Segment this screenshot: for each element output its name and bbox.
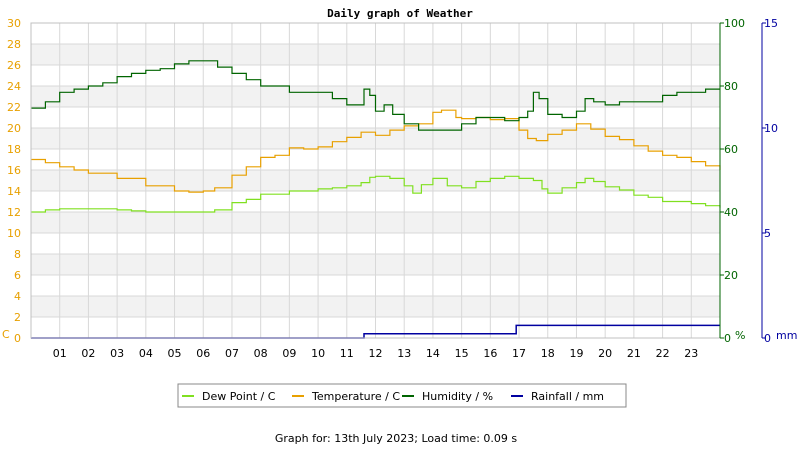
footer-text: Graph for: 13th July 2023; Load time: 0.…	[275, 432, 518, 445]
x-tick-label: 16	[483, 347, 497, 360]
x-tick-label: 21	[627, 347, 641, 360]
legend-label: Dew Point / C	[202, 390, 276, 403]
rain-tick-label: 0	[764, 332, 771, 345]
x-tick-label: 01	[53, 347, 67, 360]
x-tick-label: 13	[397, 347, 411, 360]
x-tick-label: 10	[311, 347, 325, 360]
left-tick-label: 24	[7, 80, 21, 93]
x-tick-label: 12	[369, 347, 383, 360]
left-tick-label: 6	[14, 269, 21, 282]
series-line-dew	[31, 175, 721, 213]
left-tick-label: 28	[7, 38, 21, 51]
left-tick-label: 22	[7, 101, 21, 114]
legend-label: Humidity / %	[422, 390, 493, 403]
left-tick-label: 30	[7, 17, 21, 30]
x-tick-label: 09	[282, 347, 296, 360]
rain-tick-label: 15	[764, 17, 778, 30]
x-tick-label: 04	[139, 347, 153, 360]
x-tick-label: 07	[225, 347, 239, 360]
legend-label: Temperature / C	[311, 390, 400, 403]
legend: Dew Point / C Temperature / C Humidity / %…	[177, 383, 627, 408]
x-tick-label: 05	[168, 347, 182, 360]
right-tick-label: 100	[724, 17, 745, 30]
left-tick-label: 16	[7, 164, 21, 177]
x-tick-label: 18	[541, 347, 555, 360]
x-tick-label: 08	[254, 347, 268, 360]
rain-axis-unit: mm	[776, 329, 797, 342]
right-tick-label: 0	[724, 332, 731, 345]
chart-title: Daily graph of Weather	[327, 7, 473, 20]
x-tick-label: 20	[598, 347, 612, 360]
axes: 01 02 03 04 05 06 07 08 09 10 11 12 13 14 15 16 17 18 19 20…	[2, 17, 797, 360]
x-tick-label: 06	[196, 347, 210, 360]
rain-tick-label: 5	[764, 227, 771, 240]
x-tick-label: 15	[455, 347, 469, 360]
left-tick-label: 20	[7, 122, 21, 135]
right-tick-label: 80	[724, 80, 738, 93]
x-tick-label: 14	[426, 347, 440, 360]
right-tick-label: 60	[724, 143, 738, 156]
x-tick-label: 11	[340, 347, 354, 360]
left-tick-label: 14	[7, 185, 21, 198]
x-tick-label: 19	[569, 347, 583, 360]
left-tick-label: 8	[14, 248, 21, 261]
left-tick-label: 10	[7, 227, 21, 240]
left-tick-label: 18	[7, 143, 21, 156]
x-tick-label: 17	[512, 347, 526, 360]
left-tick-label: 26	[7, 59, 21, 72]
left-tick-label: 4	[14, 290, 21, 303]
series-line-humidity	[31, 60, 720, 131]
left-tick-label: 2	[14, 311, 21, 324]
x-tick-label: 03	[110, 347, 124, 360]
right-tick-label: 40	[724, 206, 738, 219]
left-tick-label: 12	[7, 206, 21, 219]
right-axis-unit: %	[735, 329, 745, 342]
legend-label: Rainfall / mm	[531, 390, 604, 403]
x-tick-label: 02	[81, 347, 95, 360]
left-tick-label: 0	[14, 332, 21, 345]
rain-tick-label: 10	[764, 122, 778, 135]
right-tick-label: 20	[724, 269, 738, 282]
x-tick-label: 23	[684, 347, 698, 360]
x-tick-label: 22	[656, 347, 670, 360]
left-axis-unit: C	[2, 328, 10, 341]
